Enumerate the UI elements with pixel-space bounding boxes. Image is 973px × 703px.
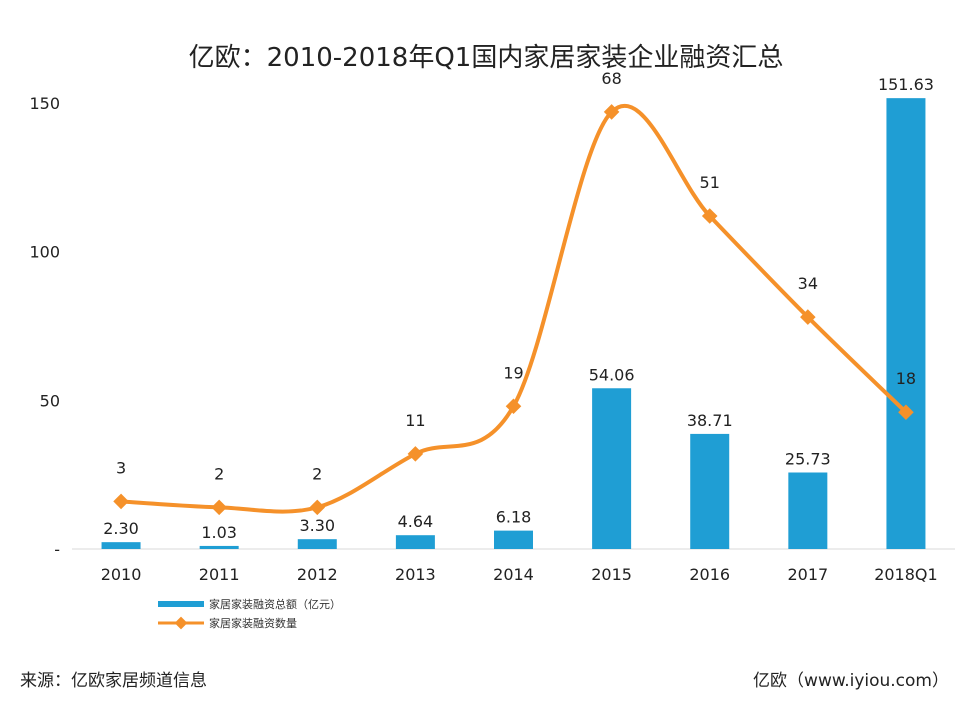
bar	[494, 530, 533, 549]
legend-line-label: 家居家装融资数量	[209, 616, 297, 630]
line-data-label: 2	[214, 464, 224, 483]
line-data-label: 3	[116, 458, 126, 477]
legend-bar-swatch	[158, 601, 204, 607]
brand-note: 亿欧（www.iyiou.com）	[753, 671, 949, 691]
legend-bar-label: 家居家装融资总额（亿元）	[209, 597, 341, 611]
bar-data-label: 25.73	[785, 449, 831, 468]
x-tick-label: 2012	[297, 565, 338, 584]
line-marker	[113, 493, 129, 510]
bar-data-labels: 2.30 1.03 3.30 4.64 6.18 54.06 38.71 25.73 151.6…	[103, 75, 934, 542]
line-data-label: 51	[700, 173, 720, 192]
bar	[592, 388, 632, 549]
bar-data-label: 38.71	[687, 411, 733, 430]
x-tick-label: 2010	[101, 565, 142, 584]
bar	[101, 542, 141, 549]
x-tick-label: 2016	[689, 565, 730, 584]
bar	[297, 539, 337, 549]
x-tick-label: 2011	[199, 565, 240, 584]
line-data-labels: 3 2 2 11 19 68 51 34 18	[116, 69, 916, 483]
y-tick-label: 100	[29, 243, 60, 262]
bar	[395, 535, 435, 549]
source-note: 来源：亿欧家居频道信息	[20, 671, 207, 691]
x-tick-label: 2015	[591, 565, 632, 584]
x-tick-label: 2014	[493, 565, 534, 584]
line-marker	[211, 499, 227, 516]
bar-series	[101, 98, 926, 549]
bar-data-label: 3.30	[299, 516, 335, 535]
line-data-label: 19	[503, 363, 523, 382]
x-tick-label: 2018Q1	[874, 565, 938, 584]
x-axis-ticks: 2010 2011 2012 2013 2014 2015 2016 2017 2018Q1	[101, 565, 938, 584]
y-tick-label: 150	[29, 94, 60, 113]
line-marker	[701, 208, 718, 224]
line-data-label: 68	[601, 69, 621, 88]
y-tick-label: -	[54, 540, 60, 559]
line-path	[120, 103, 908, 514]
bar-data-label: 2.30	[103, 519, 139, 538]
y-axis: 150 100 50 -	[29, 94, 60, 559]
line-data-label: 34	[798, 274, 818, 293]
x-tick-label: 2013	[395, 565, 436, 584]
line-data-label: 11	[405, 411, 425, 430]
bar-data-label: 54.06	[589, 365, 635, 384]
bar-data-label: 1.03	[201, 523, 237, 542]
line-data-label: 18	[896, 369, 916, 388]
line-series	[113, 103, 914, 516]
legend-line-marker	[174, 616, 188, 630]
bar-data-label: 151.63	[878, 75, 934, 94]
bar-data-label: 6.18	[496, 508, 532, 527]
line-marker	[309, 499, 326, 516]
bar	[690, 433, 730, 549]
line-data-label: 2	[312, 464, 322, 483]
bar	[199, 545, 239, 549]
chart-title: 亿欧：2010-2018年Q1国内家居家装企业融资汇总	[189, 43, 784, 73]
line-marker	[407, 446, 424, 462]
bar	[788, 472, 828, 549]
legend: 家居家装融资总额（亿元） 家居家装融资数量	[158, 597, 341, 630]
bar	[886, 98, 926, 549]
y-tick-label: 50	[40, 391, 60, 410]
x-tick-label: 2017	[787, 565, 828, 584]
bar-data-label: 4.64	[398, 512, 434, 531]
